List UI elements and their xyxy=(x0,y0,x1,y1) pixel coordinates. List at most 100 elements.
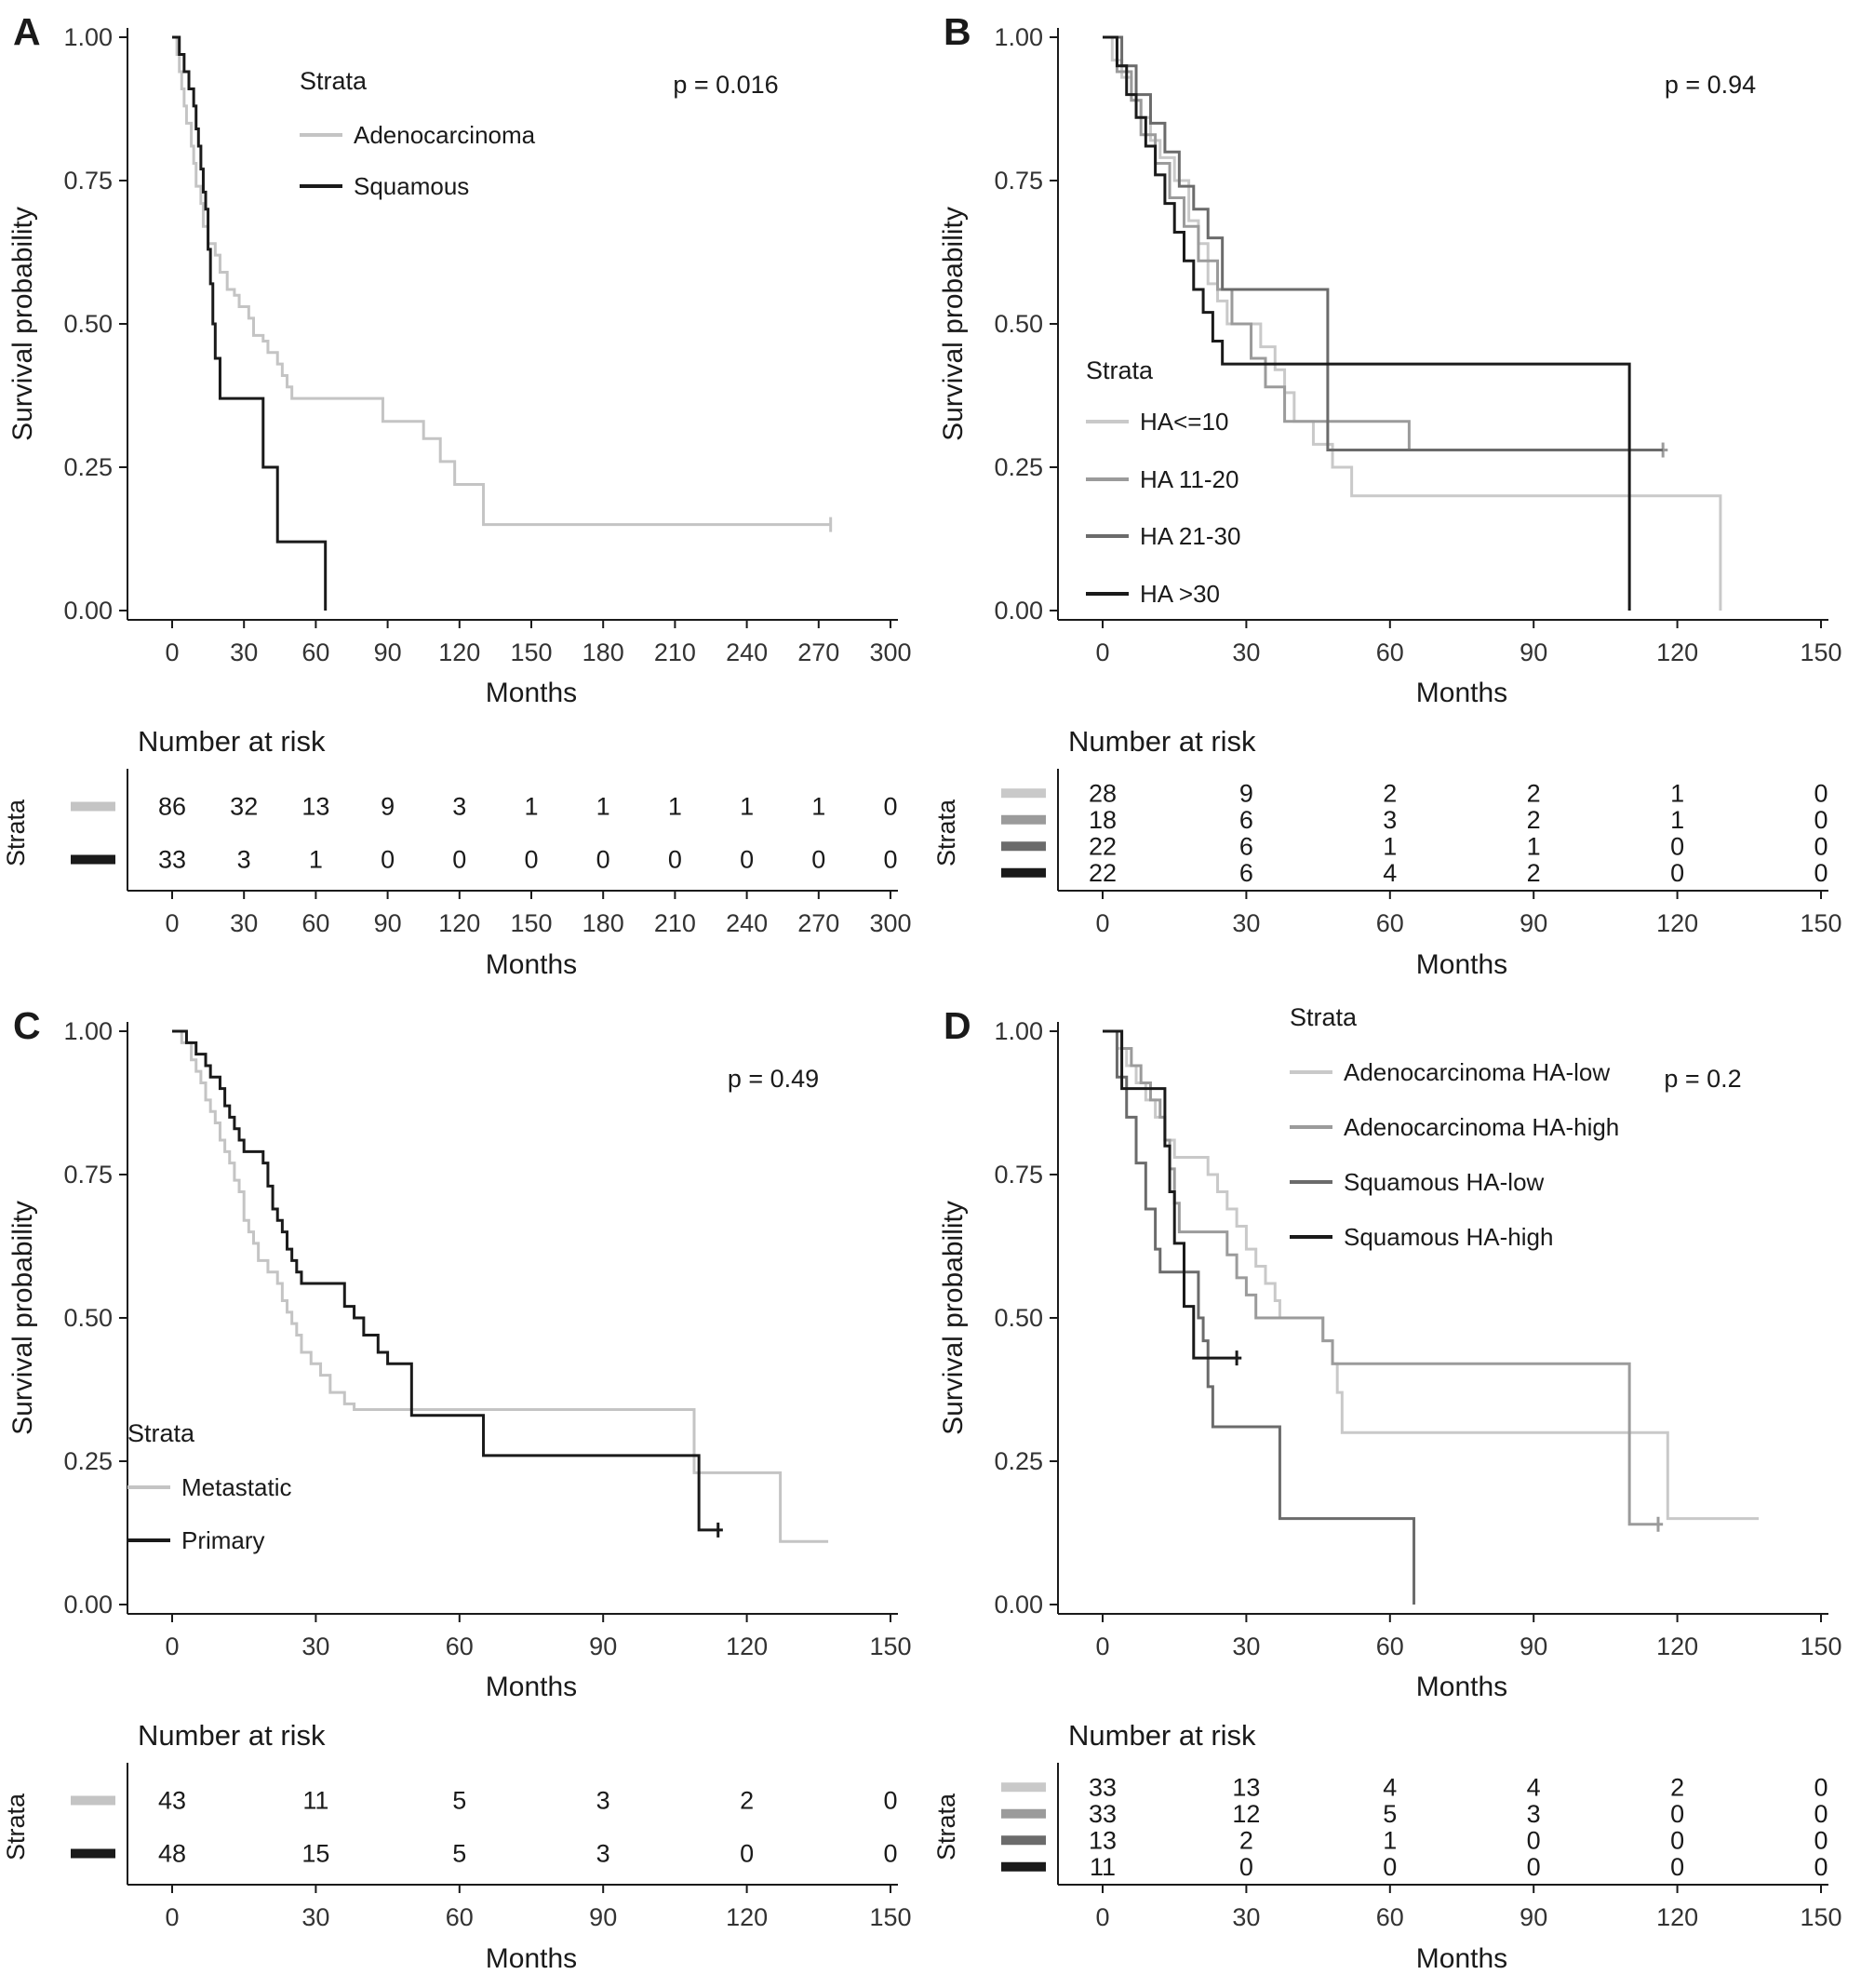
risk-count: 4 xyxy=(1383,859,1397,887)
risk-count: 1 xyxy=(309,846,323,874)
risk-count: 3 xyxy=(596,1840,610,1868)
x-tick-label: 60 xyxy=(446,1632,474,1660)
panel-D-chart: D Survival probability 1.00 0.75 0.50 0.25 0.0… xyxy=(932,1003,1842,1974)
risk-x-tick-label: 0 xyxy=(1095,909,1109,937)
risk-x-tick-label: 90 xyxy=(589,1903,617,1931)
survival-curve xyxy=(172,35,328,611)
risk-x-tick-label: 120 xyxy=(438,909,480,937)
panel-letter: D xyxy=(944,1004,971,1047)
risk-x-tick-label: 150 xyxy=(869,1903,911,1931)
risk-count: 6 xyxy=(1239,806,1253,834)
risk-count: 15 xyxy=(301,1840,329,1868)
survival-curve xyxy=(1103,1029,1416,1605)
survival-curve xyxy=(1103,35,1631,611)
legend-entry-label: HA 11-20 xyxy=(1140,465,1238,493)
risk-count: 2 xyxy=(1527,779,1541,807)
risk-x-tick-label: 120 xyxy=(1656,1903,1698,1931)
legend-entry-label: Adenocarcinoma HA-high xyxy=(1344,1113,1619,1141)
legend-entry-label: HA<=10 xyxy=(1140,408,1228,436)
risk-count: 4 xyxy=(1527,1773,1541,1801)
survival-curve xyxy=(1103,1029,1664,1526)
risk-count: 0 xyxy=(1527,1826,1541,1854)
x-tick-label: 150 xyxy=(1800,638,1841,666)
risk-x-tick-label: 270 xyxy=(797,909,839,937)
legend-entry-label: HA 21-30 xyxy=(1140,522,1240,550)
risk-count: 2 xyxy=(1239,1826,1253,1854)
risk-x-tick-label: 120 xyxy=(726,1903,768,1931)
risk-x-axis-title: Months xyxy=(486,1943,577,1974)
risk-count: 0 xyxy=(1670,1853,1684,1881)
risk-count: 11 xyxy=(1090,1853,1116,1881)
risk-count: 0 xyxy=(1814,859,1828,887)
legend-entry-label: HA >30 xyxy=(1140,580,1220,608)
x-tick-label: 30 xyxy=(230,638,258,666)
panel-D: D Survival probability 1.00 0.75 0.50 0.25 0.0… xyxy=(930,994,1861,1988)
x-tick-label: 30 xyxy=(301,1632,329,1660)
risk-x-tick-label: 30 xyxy=(230,909,258,937)
risk-x-tick-label: 0 xyxy=(165,909,179,937)
risk-count: 13 xyxy=(1232,1773,1260,1801)
panel-B: B Survival probability 1.00 0.75 0.50 0.25 0.0… xyxy=(930,0,1861,994)
legend-title: Strata xyxy=(127,1419,195,1447)
survival-curve xyxy=(172,1029,723,1532)
y-axis-title: Survival probability xyxy=(7,207,38,441)
risk-count: 5 xyxy=(452,1787,466,1815)
x-tick-label: 300 xyxy=(869,638,911,666)
p-value-label: p = 0.49 xyxy=(728,1065,819,1093)
risk-count: 3 xyxy=(452,793,466,821)
p-value-label: p = 0.94 xyxy=(1665,71,1756,99)
x-tick-label: 60 xyxy=(1376,638,1404,666)
risk-count: 0 xyxy=(596,846,610,874)
survival-curve xyxy=(1103,1029,1760,1521)
risk-x-tick-label: 180 xyxy=(582,909,624,937)
risk-count: 0 xyxy=(1670,1826,1684,1854)
risk-count: 0 xyxy=(740,846,754,874)
x-tick-label: 120 xyxy=(1656,638,1698,666)
risk-count: 0 xyxy=(381,846,395,874)
risk-count: 13 xyxy=(1089,1826,1117,1854)
risk-count: 2 xyxy=(1527,859,1541,887)
risk-x-tick-label: 210 xyxy=(654,909,696,937)
y-tick-label: 0.75 xyxy=(994,167,1043,195)
risk-x-tick-label: 300 xyxy=(869,909,911,937)
panel-A: A Survival probability 1.00 0.75 0.50 0.25 0.0… xyxy=(0,0,930,994)
risk-x-tick-label: 30 xyxy=(1232,909,1260,937)
risk-strata-label: Strata xyxy=(932,1793,960,1860)
y-tick-label: 1.00 xyxy=(994,1017,1043,1045)
x-axis-title: Months xyxy=(486,678,577,708)
risk-count: 1 xyxy=(1527,832,1541,860)
risk-count: 0 xyxy=(883,793,897,821)
risk-count: 86 xyxy=(158,793,186,821)
risk-count: 0 xyxy=(1814,1826,1828,1854)
risk-count: 2 xyxy=(1670,1773,1684,1801)
risk-x-tick-label: 0 xyxy=(165,1903,179,1931)
risk-x-tick-label: 30 xyxy=(1232,1903,1260,1931)
risk-x-axis-title: Months xyxy=(486,949,577,980)
risk-count: 5 xyxy=(1383,1800,1397,1828)
y-axis-title: Survival probability xyxy=(7,1201,38,1435)
risk-count: 0 xyxy=(883,846,897,874)
risk-strata-label: Strata xyxy=(2,799,30,866)
legend-title: Strata xyxy=(1290,1003,1358,1031)
legend-entry-label: Adenocarcinoma HA-low xyxy=(1344,1058,1610,1086)
risk-count: 0 xyxy=(668,846,682,874)
risk-count: 11 xyxy=(302,1787,328,1815)
risk-count: 1 xyxy=(668,793,682,821)
risk-x-tick-label: 60 xyxy=(301,909,329,937)
risk-table-title: Number at risk xyxy=(1068,1719,1256,1752)
x-tick-label: 180 xyxy=(582,638,624,666)
risk-strata-label: Strata xyxy=(2,1793,30,1860)
risk-count: 33 xyxy=(1089,1773,1117,1801)
risk-count: 48 xyxy=(158,1840,186,1868)
risk-count: 43 xyxy=(158,1787,186,1815)
y-tick-label: 0.00 xyxy=(994,1591,1043,1619)
x-tick-label: 120 xyxy=(1656,1632,1698,1660)
y-tick-label: 0.25 xyxy=(994,1447,1043,1475)
risk-count: 0 xyxy=(883,1840,897,1868)
risk-count: 0 xyxy=(1670,1800,1684,1828)
risk-count: 13 xyxy=(301,793,329,821)
panel-C-chart: C Survival probability 1.00 0.75 0.50 0.25 0.0… xyxy=(2,1004,912,1974)
risk-strata-label: Strata xyxy=(932,799,960,866)
risk-count: 5 xyxy=(452,1840,466,1868)
